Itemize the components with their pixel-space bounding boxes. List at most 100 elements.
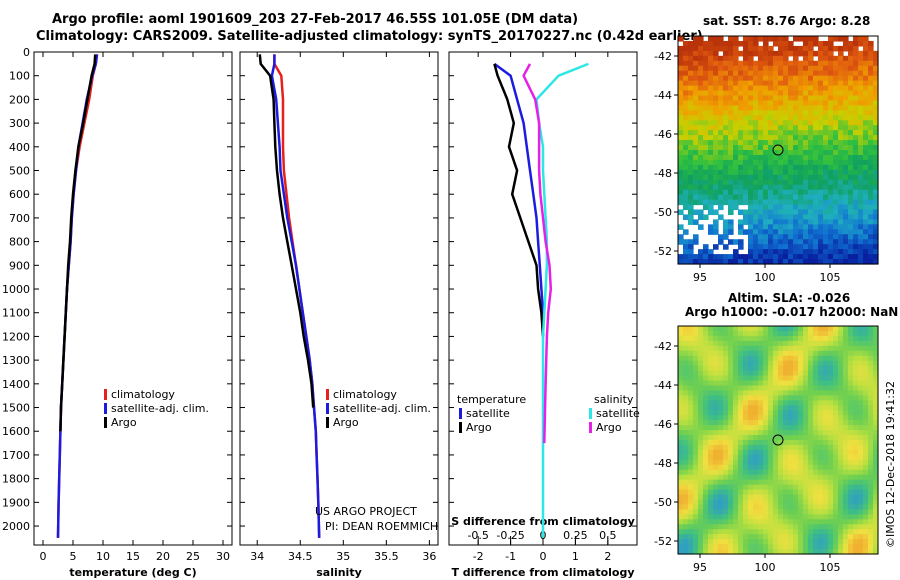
map-cell: [748, 65, 754, 72]
map-cell: [718, 115, 724, 121]
map-cell: [748, 90, 754, 97]
map-cell: [793, 105, 799, 111]
map-cell: [768, 435, 774, 441]
map-cell: [873, 440, 879, 446]
map-cell: [678, 529, 684, 535]
map-cell: [743, 524, 749, 530]
map-cell: [773, 514, 779, 520]
map-cell: [793, 355, 799, 362]
map-cell: [873, 489, 879, 496]
map-cell: [718, 120, 724, 126]
map-cell: [828, 105, 834, 111]
map-cell: [853, 135, 859, 141]
map-cell: [733, 534, 739, 540]
map-cell: [758, 435, 764, 441]
map-cell: [688, 219, 694, 225]
map-cell: [708, 75, 714, 82]
map-cell: [853, 405, 859, 411]
map-cell: [828, 199, 834, 206]
map-cell: [738, 209, 744, 216]
map-cell: [808, 479, 814, 486]
map-cell: [728, 65, 734, 72]
map-cell: [738, 189, 744, 196]
map-cell: [833, 100, 839, 106]
map-cell: [838, 179, 844, 186]
map-cell: [733, 474, 739, 481]
map-cell: [743, 184, 749, 191]
map-cell: [858, 425, 864, 431]
map-cell: [818, 179, 824, 186]
map-cell: [683, 105, 689, 111]
map-cell: [743, 60, 749, 67]
map-cell: [788, 229, 794, 235]
map-cell: [853, 199, 859, 206]
map-cell: [808, 135, 814, 141]
map-cell: [723, 350, 729, 357]
map-cell: [683, 125, 689, 131]
map-cell: [803, 335, 809, 342]
map-cell: [718, 469, 724, 476]
map-cell: [713, 509, 719, 515]
map-cell: [783, 514, 789, 520]
map-cell: [718, 189, 724, 196]
map-cell: [828, 449, 834, 456]
map-cell: [728, 150, 734, 156]
map-cell: [723, 489, 729, 496]
map-cell: [788, 179, 794, 186]
map-cell: [713, 90, 719, 97]
map-cell: [858, 95, 864, 102]
map-cell: [693, 95, 699, 102]
map-cell: [868, 244, 874, 250]
map-cell: [768, 355, 774, 362]
depth-tick-label: 900: [9, 259, 30, 272]
map-cell: [748, 164, 754, 171]
map-cell: [763, 430, 769, 436]
map-cell: [823, 440, 829, 446]
map-cell: [718, 239, 724, 245]
map-cell: [868, 479, 874, 486]
map-cell: [813, 539, 819, 545]
map-cell: [863, 150, 869, 156]
map-cell: [818, 519, 824, 525]
map-cell: [738, 335, 744, 342]
map-cell: [733, 249, 739, 255]
map-cell: [763, 395, 769, 401]
map-cell: [873, 390, 879, 396]
map-cell: [693, 80, 699, 87]
map-cell: [768, 444, 774, 451]
map-cell: [693, 430, 699, 436]
map-cell: [793, 405, 799, 411]
map-cell: [793, 449, 799, 456]
map-cell: [773, 194, 779, 201]
map-cell: [753, 209, 759, 216]
map-cell: [813, 100, 819, 106]
map-cell: [853, 55, 859, 62]
x-tick-label: 2: [604, 550, 611, 563]
map-cell: [833, 350, 839, 357]
map-cell: [813, 219, 819, 225]
map-cell: [718, 355, 724, 362]
map-cell: [773, 169, 779, 176]
map-cell: [818, 425, 824, 431]
map-cell: [848, 454, 854, 461]
map-cell: [843, 514, 849, 520]
map-cell: [828, 380, 834, 387]
map-cell: [683, 229, 689, 235]
map-cell: [788, 224, 794, 230]
map-cell: [713, 194, 719, 201]
map-cell: [708, 514, 714, 520]
map-cell: [778, 249, 784, 255]
map-cell: [678, 120, 684, 126]
map-cell: [828, 80, 834, 87]
map-cell: [838, 415, 844, 421]
map-cell: [798, 400, 804, 406]
map-cell: [863, 400, 869, 406]
map-cell: [743, 199, 749, 206]
map-cell: [763, 400, 769, 406]
map-cell: [808, 449, 814, 456]
map-cell: [853, 40, 859, 47]
map-cell: [828, 159, 834, 166]
legend-label: Argo: [596, 421, 622, 434]
map-cell: [748, 494, 754, 501]
map-cell: [808, 145, 814, 151]
